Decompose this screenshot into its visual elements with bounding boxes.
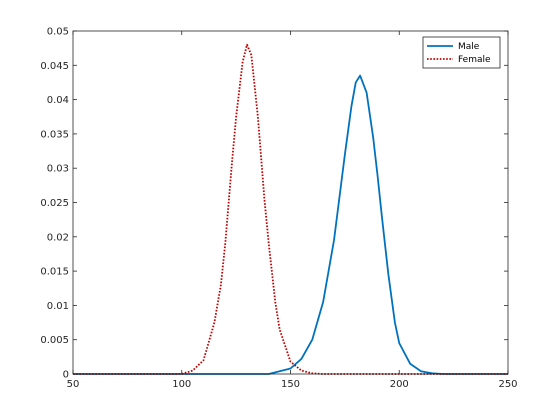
y-tick-label: 0.02 xyxy=(47,232,69,243)
series-line-male xyxy=(73,74,508,375)
y-tick-label: 0.01 xyxy=(47,301,69,312)
x-tick-label: 150 xyxy=(281,379,300,390)
y-tick-label: 0.05 xyxy=(47,27,69,38)
x-tick-label: 200 xyxy=(390,379,409,390)
series-line-female xyxy=(73,43,508,375)
axes: 50 100 150 200 250 0 0.005 0.01 0.015 0.02 0.025 0.… xyxy=(40,27,517,391)
y-tick-label: 0.035 xyxy=(40,129,69,140)
y-tick-label: 0 xyxy=(63,370,69,381)
x-tick-label: 100 xyxy=(172,379,191,390)
y-tick-label: 0.045 xyxy=(40,61,69,72)
legend-label-male: Male xyxy=(458,42,480,52)
y-tick-label: 0.025 xyxy=(40,198,69,209)
legend-label-female: Female xyxy=(458,55,491,65)
legend-box xyxy=(422,36,501,69)
x-tick-label: 50 xyxy=(67,379,80,390)
x-tick-label: 250 xyxy=(498,379,517,390)
plot-area xyxy=(73,31,508,374)
y-tick-label: 0.03 xyxy=(47,164,69,175)
y-tick-label: 0.005 xyxy=(40,335,69,346)
y-tick-label: 0.04 xyxy=(47,95,69,106)
y-tick-label: 0.015 xyxy=(40,267,69,278)
legend: Male Female xyxy=(422,36,501,69)
curves xyxy=(73,43,508,375)
